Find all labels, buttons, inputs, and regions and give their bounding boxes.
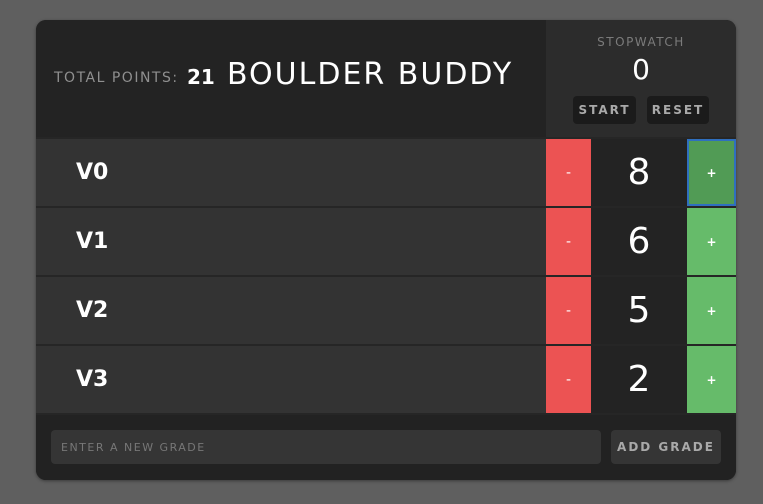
total-points-value: 21 [187,65,215,89]
increment-v1-button[interactable]: + [687,208,736,275]
stopwatch-panel: STOPWATCH 0 START RESET [546,20,736,137]
new-grade-input[interactable] [51,430,601,464]
grade-name: V3 [76,367,109,392]
add-grade-button[interactable]: ADD GRADE [611,430,721,464]
decrement-v3-button[interactable]: - [546,346,591,413]
grade-count: 2 [591,346,687,413]
grade-name: V1 [76,229,109,254]
decrement-v0-button[interactable]: - [546,139,591,206]
grade-list: V0 - 8 + V1 - 6 + V2 - 5 + V3 - 2 + [36,137,736,413]
app-title: BOULDER BUDDY [227,57,514,92]
grade-count: 5 [591,277,687,344]
increment-v0-button[interactable]: + [687,139,736,206]
grade-count: 8 [591,139,687,206]
grade-name: V0 [76,160,109,185]
increment-v2-button[interactable]: + [687,277,736,344]
grade-row-v3: V3 - 2 + [36,344,736,413]
increment-v3-button[interactable]: + [687,346,736,413]
stopwatch-value: 0 [632,53,650,86]
stopwatch-label: STOPWATCH [597,35,685,49]
grade-row-v0: V0 - 8 + [36,137,736,206]
grade-name: V2 [76,298,109,323]
grade-row-v1: V1 - 6 + [36,206,736,275]
reset-button[interactable]: RESET [647,96,709,124]
footer: ADD GRADE [36,413,736,480]
decrement-v1-button[interactable]: - [546,208,591,275]
grade-row-v2: V2 - 5 + [36,275,736,344]
start-button[interactable]: START [573,96,636,124]
boulder-buddy-app: TOTAL POINTS: 21 BOULDER BUDDY STOPWATCH… [36,20,736,480]
total-points-label: TOTAL POINTS: [54,70,179,86]
decrement-v2-button[interactable]: - [546,277,591,344]
grade-count: 6 [591,208,687,275]
header: TOTAL POINTS: 21 BOULDER BUDDY STOPWATCH… [36,20,736,137]
